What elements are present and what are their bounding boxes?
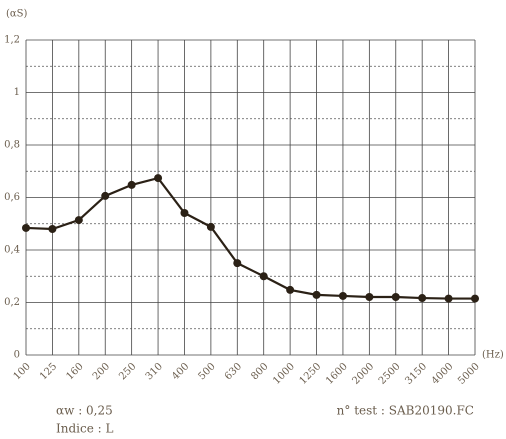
x-tick-label: 500 [196, 361, 217, 382]
point [22, 223, 30, 232]
point [312, 290, 321, 299]
x-tick-label: 5000 [456, 361, 482, 387]
x-tick-label: 4000 [430, 361, 456, 387]
line [25, 176, 475, 300]
x-tick-label: 3150 [403, 361, 429, 387]
point [74, 216, 83, 225]
point [286, 285, 295, 294]
point [391, 292, 400, 301]
point [206, 222, 215, 231]
x-tick-label: 200 [91, 361, 112, 382]
annotation: Indice : L [56, 422, 113, 436]
point [101, 191, 110, 200]
y-tick-label: 0,6 [4, 192, 20, 203]
point [259, 272, 268, 281]
point [418, 294, 427, 303]
point [471, 294, 479, 303]
x-tick-label: 1000 [271, 361, 297, 387]
x-tick-label: 160 [64, 361, 85, 382]
x-tick-label: 310 [144, 361, 165, 382]
x-tick-label: 2000 [350, 361, 376, 387]
point [127, 180, 136, 189]
y-tick-label: 0,4 [4, 245, 20, 256]
x-tick-label: 1600 [324, 361, 350, 387]
x-tick-label: 400 [170, 361, 191, 382]
x-tick-label: 1250 [298, 361, 324, 387]
x-tick-label: 100 [12, 361, 33, 382]
point [233, 259, 242, 268]
point [180, 208, 189, 217]
annotation: αw : 0,25 [56, 404, 113, 418]
x-tick-label: 630 [223, 361, 244, 382]
x-tick-label: 250 [117, 361, 138, 382]
y-tick-label: 0 [14, 350, 20, 361]
y-tick-label: 0,8 [4, 140, 20, 151]
point [154, 174, 163, 183]
annotation: n° test : SAB20190.FC [337, 404, 474, 418]
y-tick-label: 1,2 [4, 35, 20, 46]
point [365, 292, 374, 301]
x-tick-label: 2500 [377, 361, 403, 387]
x-tick-label: 800 [249, 361, 270, 382]
point [48, 225, 57, 233]
x-tick-label: 125 [38, 361, 59, 382]
y-axis-label: (αS) [6, 9, 28, 20]
point [338, 291, 347, 300]
y-tick-label: 1 [14, 87, 20, 98]
y-tick-label: 0,2 [4, 297, 20, 308]
point [444, 294, 453, 303]
x-axis-label: (Hz) [482, 350, 504, 361]
